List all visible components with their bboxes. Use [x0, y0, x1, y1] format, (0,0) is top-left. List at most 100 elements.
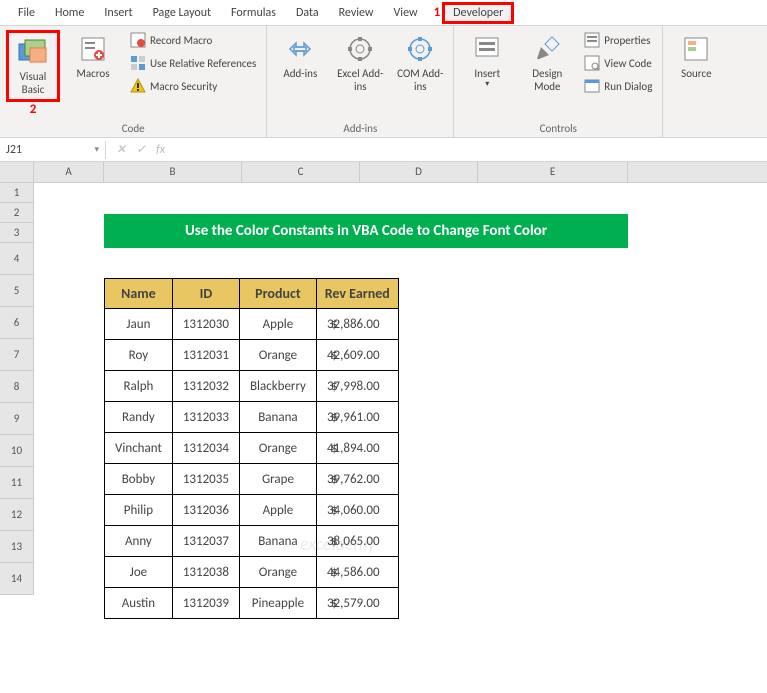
tab-formulas[interactable]: Formulas	[221, 2, 286, 24]
tab-review[interactable]: Review	[329, 2, 384, 24]
cell-name[interactable]: Austin	[105, 588, 173, 619]
source-icon	[680, 33, 712, 65]
row-header[interactable]: 12	[0, 499, 34, 531]
cell-name[interactable]: Randy	[105, 402, 173, 433]
cell-rev[interactable]: $42,609.00	[316, 340, 398, 371]
cell-id[interactable]: 1312033	[172, 402, 239, 433]
run-dialog-button[interactable]: Run Dialog	[580, 76, 656, 96]
row-header[interactable]: 9	[0, 403, 34, 435]
group-addins: Add-ins Excel Add-ins COM Add-ins Add-in…	[267, 26, 454, 137]
col-header-c[interactable]: C	[242, 162, 360, 182]
row-header[interactable]: 8	[0, 371, 34, 403]
cell-id[interactable]: 1312036	[172, 495, 239, 526]
cell-id[interactable]: 1312030	[172, 309, 239, 340]
col-header-d[interactable]: D	[360, 162, 478, 182]
macros-button[interactable]: Macros	[66, 30, 120, 102]
col-header-a[interactable]: A	[34, 162, 104, 182]
col-header-b[interactable]: B	[104, 162, 242, 182]
macros-icon	[77, 33, 109, 65]
excel-addins-label: Excel Add-ins	[335, 67, 385, 93]
cell-id[interactable]: 1312035	[172, 464, 239, 495]
row-header[interactable]: 14	[0, 563, 34, 595]
design-mode-button[interactable]: Design Mode	[520, 30, 574, 96]
properties-button[interactable]: Properties	[580, 30, 656, 50]
tab-data[interactable]: Data	[286, 2, 329, 24]
com-addins-label: COM Add-ins	[395, 67, 445, 93]
row-header[interactable]: 3	[0, 223, 34, 243]
cell-product[interactable]: Apple	[239, 495, 316, 526]
cell-id[interactable]: 1312039	[172, 588, 239, 619]
cell-name[interactable]: Philip	[105, 495, 173, 526]
cell-rev[interactable]: $44,586.00	[316, 557, 398, 588]
cell-name[interactable]: Jaun	[105, 309, 173, 340]
design-mode-icon	[531, 33, 563, 65]
row-header[interactable]: 2	[0, 203, 34, 223]
addins-button[interactable]: Add-ins	[273, 30, 327, 96]
cell-rev[interactable]: $38,065.00	[316, 526, 398, 557]
use-relative-icon	[130, 55, 146, 71]
cell-id[interactable]: 1312038	[172, 557, 239, 588]
cell-rev[interactable]: $32,579.00	[316, 588, 398, 619]
cell-product[interactable]: Banana	[239, 526, 316, 557]
table-row: Roy1312031Orange$42,609.00	[105, 340, 399, 371]
row-header[interactable]: 5	[0, 275, 34, 307]
use-relative-button[interactable]: Use Relative References	[126, 53, 260, 73]
tab-insert[interactable]: Insert	[94, 2, 142, 24]
cell-name[interactable]: Ralph	[105, 371, 173, 402]
name-box[interactable]: J21 ▾	[0, 141, 106, 159]
cell-name[interactable]: Roy	[105, 340, 173, 371]
row-header[interactable]: 13	[0, 531, 34, 563]
row-header[interactable]: 6	[0, 307, 34, 339]
record-macro-button[interactable]: Record Macro	[126, 30, 260, 50]
cell-product[interactable]: Blackberry	[239, 371, 316, 402]
tab-view[interactable]: View	[384, 2, 428, 24]
enter-formula-icon: ✓	[136, 142, 146, 157]
cell-name[interactable]: Bobby	[105, 464, 173, 495]
cell-id[interactable]: 1312031	[172, 340, 239, 371]
cell-id[interactable]: 1312034	[172, 433, 239, 464]
use-relative-label: Use Relative References	[150, 57, 256, 70]
tab-file[interactable]: File	[8, 2, 45, 24]
cell-rev[interactable]: $39,762.00	[316, 464, 398, 495]
addins-label: Add-ins	[283, 67, 317, 80]
cell-rev[interactable]: $32,886.00	[316, 309, 398, 340]
cell-name[interactable]: Anny	[105, 526, 173, 557]
cell-id[interactable]: 1312032	[172, 371, 239, 402]
cell-product[interactable]: Apple	[239, 309, 316, 340]
macro-security-button[interactable]: Macro Security	[126, 76, 260, 96]
cell-product[interactable]: Pineapple	[239, 588, 316, 619]
cell-product[interactable]: Banana	[239, 402, 316, 433]
tab-page-layout[interactable]: Page Layout	[143, 2, 221, 24]
cell-rev[interactable]: $34,060.00	[316, 495, 398, 526]
view-code-button[interactable]: View Code	[580, 53, 656, 73]
col-header-e[interactable]: E	[478, 162, 628, 182]
row-header[interactable]: 10	[0, 435, 34, 467]
row-header[interactable]: 7	[0, 339, 34, 371]
cell-product[interactable]: Orange	[239, 433, 316, 464]
row-header[interactable]: 11	[0, 467, 34, 499]
row-header[interactable]: 1	[0, 183, 34, 203]
source-button[interactable]: Source	[669, 30, 723, 83]
cell-product[interactable]: Orange	[239, 557, 316, 588]
com-addins-button[interactable]: COM Add-ins	[393, 30, 447, 96]
visual-basic-button[interactable]: Visual Basic 2	[6, 30, 60, 102]
cell-name[interactable]: Joe	[105, 557, 173, 588]
insert-control-button[interactable]: Insert ▾	[460, 30, 514, 96]
tab-home[interactable]: Home	[45, 2, 94, 24]
cell-product[interactable]: Orange	[239, 340, 316, 371]
cell-rev[interactable]: $37,998.00	[316, 371, 398, 402]
data-table: Name ID Product Rev Earned Jaun1312030Ap…	[104, 278, 399, 619]
cell-rev[interactable]: $39,961.00	[316, 402, 398, 433]
worksheet[interactable]: A B C D E 1234567891011121314 Use the Co…	[0, 162, 767, 595]
cell-id[interactable]: 1312037	[172, 526, 239, 557]
excel-addins-button[interactable]: Excel Add-ins	[333, 30, 387, 96]
tab-developer[interactable]: Developer	[442, 2, 514, 24]
select-all-corner[interactable]	[0, 162, 34, 182]
table-row: Bobby1312035Grape$39,762.00	[105, 464, 399, 495]
cell-rev[interactable]: $41,894.00	[316, 433, 398, 464]
cell-product[interactable]: Grape	[239, 464, 316, 495]
row-header[interactable]: 4	[0, 243, 34, 275]
record-macro-icon	[130, 32, 146, 48]
cell-name[interactable]: Vinchant	[105, 433, 173, 464]
fx-icon[interactable]: fx	[156, 143, 165, 157]
